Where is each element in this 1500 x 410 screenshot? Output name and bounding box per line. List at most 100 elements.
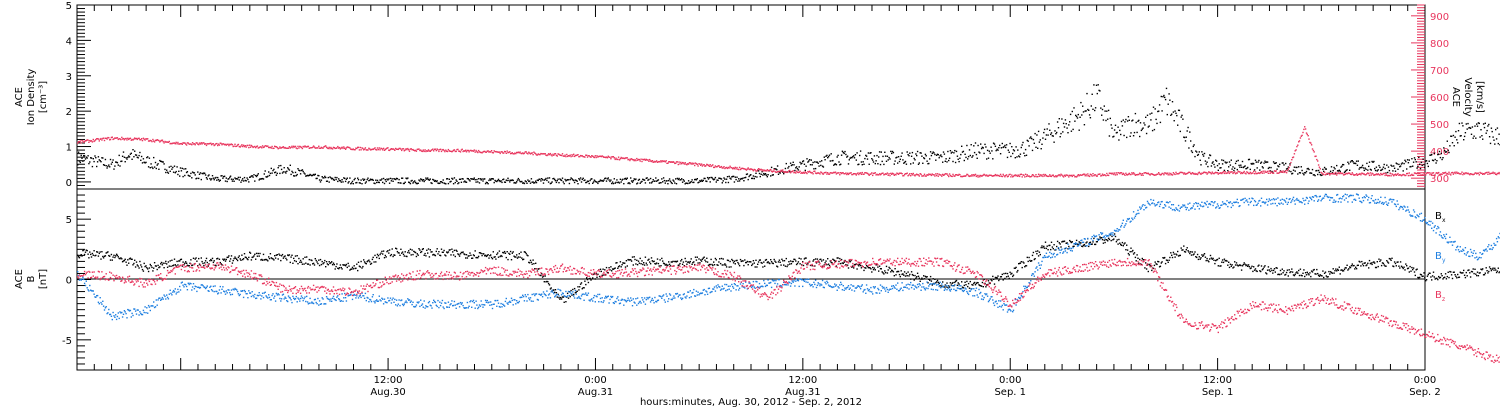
velocity-point (1330, 172, 1333, 175)
velocity-point (1347, 172, 1349, 175)
velocity-point (719, 166, 722, 168)
velocity-point (1145, 172, 1147, 174)
velocity-point (136, 138, 138, 141)
density-point (1139, 122, 1142, 124)
Bx-point (1257, 265, 1259, 267)
Bx-point (115, 253, 118, 255)
velocity-point (560, 154, 562, 156)
Bx-point (87, 253, 89, 255)
density-point (1192, 145, 1194, 148)
density-point (1015, 146, 1017, 148)
Bx-point (846, 261, 848, 263)
velocity-point (459, 151, 462, 153)
Bx-point (252, 256, 254, 258)
Bx-point (1152, 267, 1155, 270)
velocity-point (740, 167, 742, 170)
velocity-point (590, 156, 592, 158)
velocity-point (1418, 173, 1420, 175)
Bx-point (465, 254, 468, 256)
Bx-point (387, 250, 389, 252)
velocity-point (862, 173, 864, 175)
density-point (624, 178, 626, 180)
density-point (318, 179, 321, 181)
velocity-point (1490, 172, 1493, 174)
velocity-point (1300, 135, 1302, 137)
Bx-point (675, 260, 677, 263)
Bx-point (1214, 262, 1216, 265)
density-point (1411, 158, 1413, 160)
Bx-point (1139, 258, 1141, 261)
velocity-point (1228, 171, 1230, 173)
velocity-point (955, 174, 958, 176)
velocity-point (494, 151, 496, 153)
Bx-point (632, 264, 634, 266)
Bx-point (588, 278, 590, 280)
velocity-point (1150, 173, 1152, 175)
Bx-point (545, 281, 547, 283)
Bx-point (278, 253, 280, 255)
Bx-point (491, 258, 494, 260)
density-point (579, 177, 582, 179)
density-point (407, 177, 409, 179)
velocity-point (1433, 174, 1435, 176)
velocity-point (721, 167, 723, 169)
density-point (1289, 163, 1291, 165)
velocity-point (482, 151, 484, 153)
velocity-point (378, 147, 380, 149)
Bx-point (727, 259, 730, 262)
velocity-point (128, 137, 131, 140)
velocity-point (1405, 174, 1407, 177)
Bx-point (1158, 261, 1160, 263)
density-point (856, 152, 858, 154)
Bx-point (1182, 249, 1184, 251)
Bx-point (624, 266, 627, 268)
velocity-point (1486, 171, 1488, 174)
density-point (705, 180, 707, 182)
velocity-point (238, 145, 240, 148)
density-point (1346, 169, 1348, 171)
velocity-point (745, 169, 748, 171)
velocity-point (549, 152, 552, 155)
velocity-point (217, 143, 220, 145)
Bx-point (222, 258, 224, 260)
velocity-point (887, 174, 889, 176)
Bx-point (776, 265, 778, 267)
density-point (1386, 164, 1388, 166)
density-point (150, 163, 152, 165)
density-point (1268, 166, 1270, 169)
Bx-point (460, 251, 463, 254)
Bx-point (662, 260, 664, 262)
density-point (177, 173, 179, 176)
velocity-point (696, 163, 698, 166)
Bx-point (335, 265, 337, 268)
density-point (751, 177, 754, 180)
density-point (668, 178, 671, 180)
velocity-point (1469, 173, 1472, 175)
density-point (1381, 168, 1384, 170)
velocity-point (1475, 172, 1477, 174)
density-point (716, 179, 718, 181)
density-point (121, 160, 123, 162)
density-point (994, 145, 997, 147)
velocity-point (1408, 172, 1410, 174)
velocity-point (1285, 172, 1288, 174)
velocity-point (496, 151, 498, 153)
velocity-point (1217, 173, 1219, 175)
density-point (1208, 157, 1210, 159)
velocity-point (1029, 176, 1031, 178)
density-point (684, 183, 686, 185)
Bx-point (474, 250, 476, 252)
density-point (1260, 162, 1262, 164)
Bx-point (871, 271, 873, 273)
velocity-point (631, 158, 634, 161)
velocity-point (670, 161, 672, 163)
velocity-point (1035, 174, 1037, 176)
Bx-point (461, 251, 463, 254)
Bx-point (230, 255, 233, 257)
velocity-point (801, 171, 803, 174)
velocity-point (254, 145, 256, 148)
density-point (610, 179, 612, 181)
field-ticks: -505 (62, 194, 91, 365)
density-point (1183, 136, 1185, 138)
density-point (967, 158, 969, 160)
